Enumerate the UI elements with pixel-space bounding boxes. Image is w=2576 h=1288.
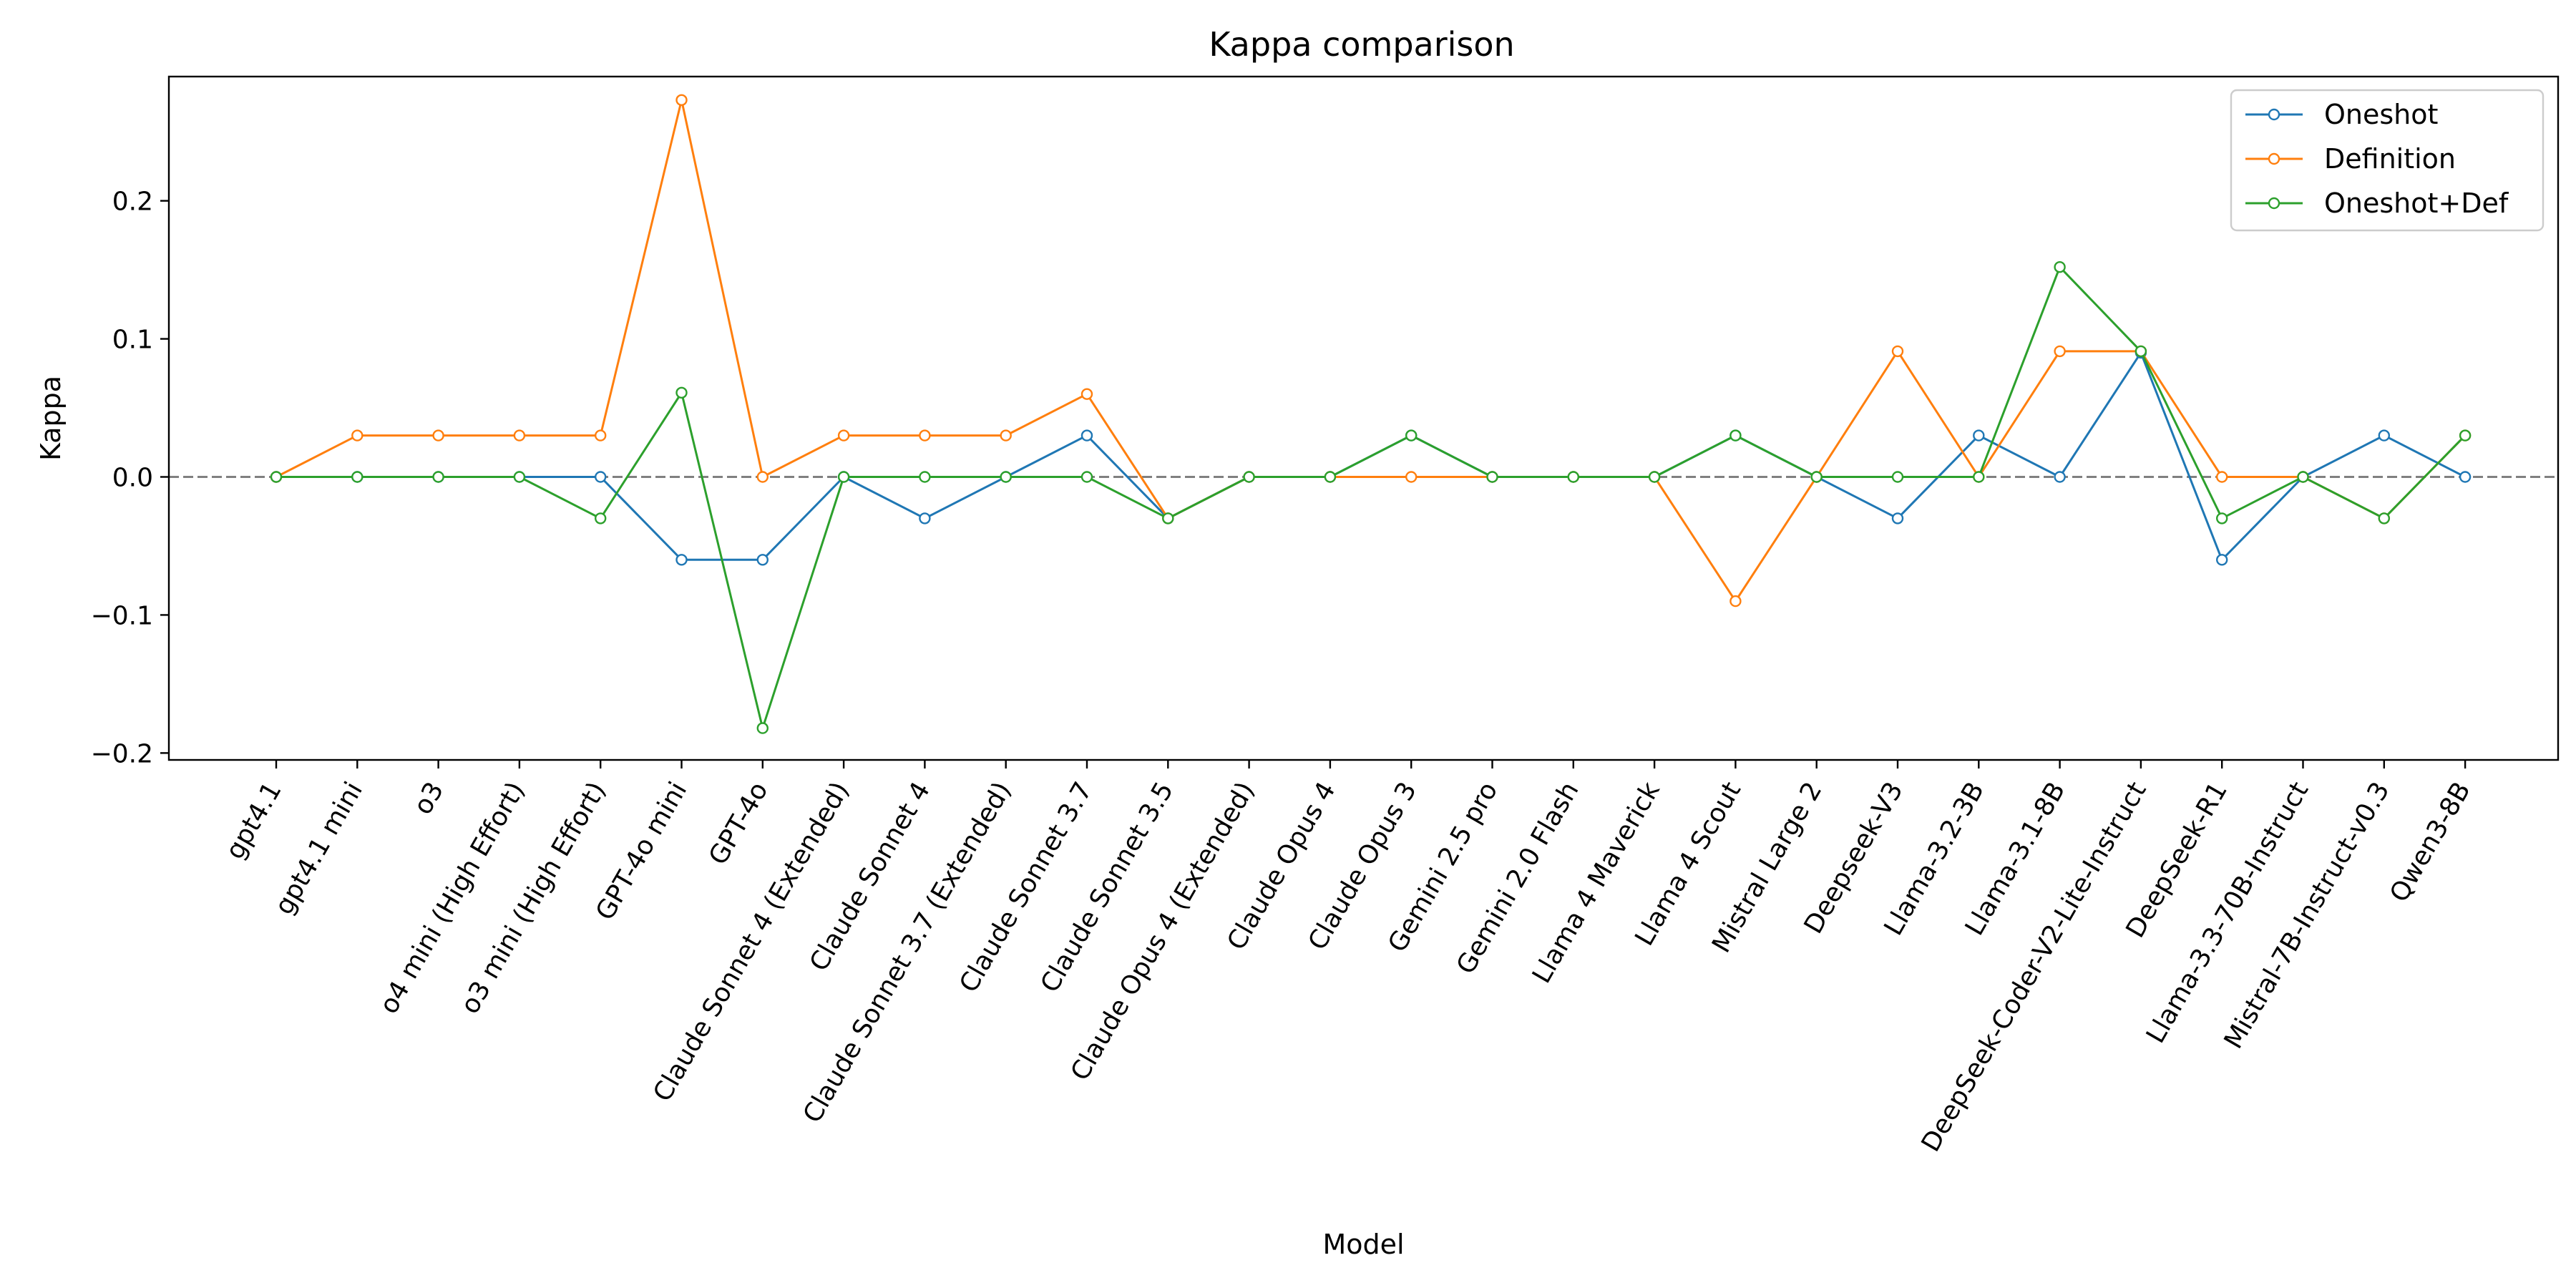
data-point	[675, 386, 688, 399]
plot-area	[167, 75, 2560, 761]
y-tick-label: 0.0	[112, 463, 153, 492]
data-point	[513, 471, 526, 483]
data-point	[2215, 512, 2228, 525]
plot-frame	[167, 75, 2560, 761]
data-point	[270, 471, 283, 483]
data-point	[2215, 471, 2228, 483]
series-oneshot-def	[270, 261, 2472, 734]
data-point	[1080, 429, 1093, 441]
data-point	[1729, 595, 1742, 608]
data-point	[595, 429, 607, 441]
data-point	[1891, 345, 1904, 358]
chart-title: Kappa comparison	[1209, 25, 1514, 64]
data-point	[1405, 471, 1418, 483]
data-point	[2215, 554, 2228, 566]
data-point	[595, 512, 607, 525]
legend-swatch-marker	[2268, 152, 2280, 165]
legend-swatch-marker	[2268, 108, 2280, 121]
data-point	[1080, 388, 1093, 400]
data-point	[1000, 471, 1012, 483]
series-layer	[270, 94, 2472, 734]
legend-box	[2230, 89, 2545, 232]
data-point	[1162, 512, 1174, 525]
y-tick-label: 0.1	[112, 326, 153, 355]
data-point	[919, 512, 931, 525]
legend: Oneshot Definition Oneshot+Def	[2230, 89, 2545, 232]
legend-item: Definition	[2245, 143, 2456, 175]
legend-label: Definition	[2324, 143, 2456, 175]
data-point	[756, 471, 769, 483]
data-point	[2378, 512, 2391, 525]
data-point	[756, 722, 769, 734]
data-point	[837, 471, 850, 483]
legend-item: Oneshot+Def	[2245, 187, 2509, 219]
y-tick-label: −0.2	[91, 739, 153, 769]
legend-swatch-marker	[2268, 197, 2280, 210]
data-point	[432, 429, 444, 441]
data-point	[1080, 471, 1093, 483]
data-point	[1810, 471, 1823, 483]
data-point	[351, 429, 364, 441]
series-line	[276, 265, 2467, 733]
legend-item: Oneshot	[2245, 99, 2438, 130]
y-axis: −0.2 −0.1 0.0 0.1 0.2	[91, 187, 169, 769]
data-point	[432, 471, 444, 483]
data-point	[675, 554, 688, 566]
data-point	[837, 429, 850, 441]
data-point	[919, 429, 931, 441]
data-point	[1000, 429, 1012, 441]
data-point	[1567, 471, 1580, 483]
data-point	[595, 471, 607, 483]
data-point	[1729, 429, 1742, 441]
data-point	[1648, 471, 1661, 483]
data-point	[2135, 345, 2147, 358]
data-point	[2054, 471, 2066, 483]
data-point	[1891, 471, 1904, 483]
data-point	[1486, 471, 1498, 483]
data-point	[513, 429, 526, 441]
data-point	[919, 471, 931, 483]
y-tick-label: 0.2	[112, 187, 153, 217]
data-point	[1973, 471, 1985, 483]
data-point	[2378, 429, 2391, 441]
data-point	[756, 554, 769, 566]
y-axis-label: Kappa	[35, 376, 67, 461]
data-point	[2297, 471, 2309, 483]
y-tick-label: −0.1	[91, 601, 153, 630]
data-point	[1324, 471, 1337, 483]
data-point	[2459, 471, 2472, 483]
data-point	[1973, 429, 1985, 441]
data-point	[351, 471, 364, 483]
data-point	[1891, 512, 1904, 525]
data-point	[675, 94, 688, 107]
series-line	[275, 99, 2467, 603]
data-point	[1405, 429, 1418, 441]
data-point	[2459, 429, 2472, 441]
x-axis-label: Model	[1322, 1229, 1404, 1260]
legend-label: Oneshot	[2324, 99, 2438, 130]
data-point	[2054, 261, 2066, 273]
data-point	[1243, 471, 1255, 483]
data-point	[2054, 345, 2066, 358]
legend-label: Oneshot+Def	[2324, 187, 2509, 219]
